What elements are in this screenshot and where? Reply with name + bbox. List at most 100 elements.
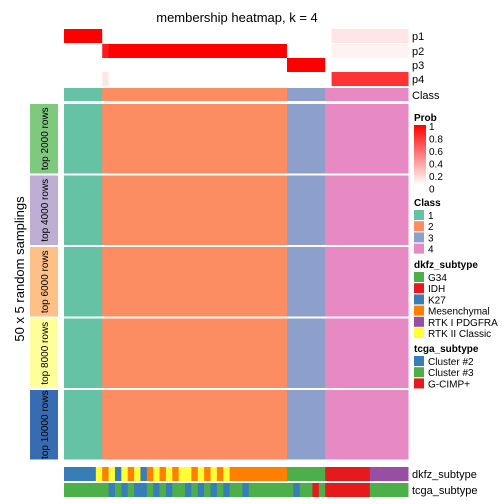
membership-cell bbox=[261, 247, 269, 317]
membership-cell bbox=[223, 390, 231, 460]
legend-title: tcga_subtype bbox=[414, 344, 479, 355]
annotation-cell-dkfz_subtype bbox=[331, 467, 339, 481]
membership-cell bbox=[255, 318, 262, 388]
annotation-cell-dkfz_subtype bbox=[401, 467, 409, 481]
prob-cell-p4 bbox=[223, 72, 231, 86]
membership-cell bbox=[70, 318, 78, 388]
membership-cell bbox=[280, 390, 288, 460]
membership-cell bbox=[299, 104, 307, 174]
class-cell bbox=[369, 88, 377, 101]
class-cell bbox=[172, 88, 180, 101]
membership-cell bbox=[255, 247, 262, 317]
prob-cell-p1 bbox=[382, 29, 390, 43]
class-cell bbox=[286, 88, 294, 101]
membership-cell bbox=[191, 318, 199, 388]
sampling-group-bar bbox=[30, 247, 58, 317]
annotation-cell-tcga_subtype bbox=[255, 483, 262, 497]
class-cell bbox=[318, 88, 326, 101]
prob-cell-p4 bbox=[153, 72, 161, 86]
annotation-cell-dkfz_subtype bbox=[248, 467, 256, 481]
prob-cell-p4 bbox=[376, 72, 384, 86]
membership-cell bbox=[83, 247, 90, 317]
membership-cell bbox=[299, 318, 307, 388]
membership-cell bbox=[134, 175, 141, 245]
prob-cell-p4 bbox=[114, 72, 122, 86]
prob-cell-p2 bbox=[216, 44, 224, 58]
prob-cell-p1 bbox=[153, 29, 161, 43]
prob-cell-p1 bbox=[369, 29, 377, 43]
prob-cell-p3 bbox=[76, 58, 84, 72]
sampling-group-bar bbox=[30, 175, 58, 245]
annotation-cell-tcga_subtype bbox=[376, 483, 384, 497]
membership-cell bbox=[172, 247, 180, 317]
annotation-cell-tcga_subtype bbox=[382, 483, 390, 497]
prob-cell-p2 bbox=[146, 44, 154, 58]
class-cell bbox=[210, 88, 218, 101]
prob-cell-p1 bbox=[306, 29, 313, 43]
class-cell bbox=[153, 88, 161, 101]
membership-cell bbox=[191, 390, 199, 460]
prob-cell-p2 bbox=[357, 44, 364, 58]
legend-tick: 0.8 bbox=[429, 135, 443, 146]
prob-cell-p3 bbox=[306, 58, 313, 72]
prob-cell-p3 bbox=[172, 58, 180, 72]
prob-cell-p1 bbox=[312, 29, 320, 43]
annotation-cell-dkfz_subtype bbox=[344, 467, 352, 481]
legend-swatch bbox=[414, 243, 424, 254]
membership-cell bbox=[357, 318, 364, 388]
membership-cell bbox=[127, 175, 135, 245]
annotation-cell-dkfz_subtype bbox=[395, 467, 403, 481]
prob-cell-p3 bbox=[191, 58, 199, 72]
prob-cell-p2 bbox=[204, 44, 212, 58]
class-cell bbox=[191, 88, 199, 101]
prob-cell-p2 bbox=[165, 44, 173, 58]
prob-cell-p2 bbox=[325, 44, 333, 58]
prob-cell-p3 bbox=[312, 58, 320, 72]
prob-cell-p3 bbox=[223, 58, 231, 72]
membership-cell bbox=[140, 390, 148, 460]
membership-cell bbox=[223, 247, 231, 317]
membership-cell bbox=[312, 318, 320, 388]
membership-cell bbox=[267, 390, 275, 460]
class-cell bbox=[102, 88, 110, 101]
prob-cell-p1 bbox=[159, 29, 167, 43]
membership-cell bbox=[274, 390, 282, 460]
class-cell bbox=[95, 88, 103, 101]
annotation-cell-dkfz_subtype bbox=[255, 467, 262, 481]
membership-cell bbox=[127, 318, 135, 388]
prob-cell-p3 bbox=[293, 58, 301, 72]
membership-cell bbox=[376, 247, 384, 317]
prob-cell-p3 bbox=[363, 58, 371, 72]
prob-cell-p2 bbox=[401, 44, 409, 58]
prob-cell-p2 bbox=[178, 44, 186, 58]
membership-cell bbox=[376, 104, 384, 174]
membership-cell bbox=[306, 175, 313, 245]
membership-cell bbox=[159, 104, 167, 174]
probability-rows: p1 p2 p3 p4 bbox=[64, 29, 424, 86]
prob-cell-p4 bbox=[146, 72, 154, 86]
membership-cell bbox=[388, 175, 396, 245]
class-cell bbox=[229, 88, 237, 101]
class-cell bbox=[70, 88, 78, 101]
membership-cell bbox=[261, 104, 269, 174]
membership-cell bbox=[185, 390, 192, 460]
prob-cell-p2 bbox=[363, 44, 371, 58]
prob-cell-p4 bbox=[344, 72, 352, 86]
membership-cell bbox=[165, 175, 173, 245]
membership-cell bbox=[70, 390, 78, 460]
membership-cell bbox=[267, 175, 275, 245]
membership-cell bbox=[223, 104, 231, 174]
annotation-cell-tcga_subtype bbox=[127, 483, 135, 497]
prob-cell-p4 bbox=[210, 72, 218, 86]
prob-cell-p1 bbox=[172, 29, 180, 43]
row-label-p4: p4 bbox=[412, 74, 424, 86]
membership-cell bbox=[83, 175, 90, 245]
prob-cell-p2 bbox=[140, 44, 148, 58]
membership-cell bbox=[114, 318, 122, 388]
annotation-cell-tcga_subtype bbox=[286, 483, 294, 497]
annotation-cell-dkfz_subtype bbox=[242, 467, 250, 481]
membership-cell bbox=[325, 104, 333, 174]
annotation-cell-dkfz_subtype bbox=[357, 467, 364, 481]
legend-swatch bbox=[414, 367, 424, 378]
membership-cell bbox=[216, 390, 224, 460]
